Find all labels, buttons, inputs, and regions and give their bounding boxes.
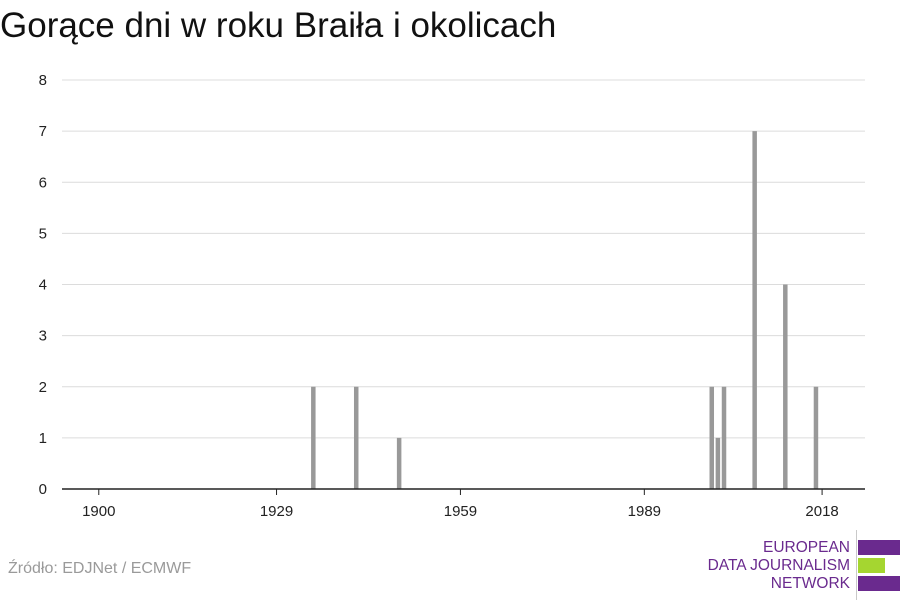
logo-bar-top xyxy=(858,540,900,555)
x-axis-ticks: 1900 1929 1959 1989 2018 xyxy=(82,489,839,520)
x-tick-label: 1989 xyxy=(628,503,661,520)
logo-divider xyxy=(856,530,857,600)
logo-text-data-journalism: DATA JOURNALISM xyxy=(707,557,850,574)
y-tick-label: 0 xyxy=(39,481,47,498)
y-tick-label: 7 xyxy=(39,123,47,140)
logo-text-european: EUROPEAN xyxy=(763,539,850,556)
chart-title: Gorące dni w roku Braiła i okolicach xyxy=(0,6,557,45)
source-note: Źródło: EDJNet / ECMWF xyxy=(8,560,192,577)
y-tick-label: 3 xyxy=(39,328,47,345)
y-tick-label: 1 xyxy=(39,430,47,447)
bar xyxy=(311,386,316,489)
x-tick-label: 1959 xyxy=(444,503,477,520)
bar xyxy=(353,386,359,489)
x-tick-label: 1900 xyxy=(82,503,115,520)
bar xyxy=(709,386,715,489)
logo-bar-middle xyxy=(858,558,885,573)
bar xyxy=(396,437,402,489)
bar xyxy=(721,386,727,489)
y-tick-label: 5 xyxy=(39,225,47,242)
edjnet-logo: EUROPEAN DATA JOURNALISM NETWORK xyxy=(700,530,900,600)
bar xyxy=(752,131,757,489)
bar-chart: 0 1 2 3 4 5 6 7 8 1900 1929 1959 1989 2018 xyxy=(39,72,865,520)
bar xyxy=(813,386,819,489)
x-tick-label: 1929 xyxy=(260,503,293,520)
logo-text-network: NETWORK xyxy=(770,575,850,592)
y-tick-label: 6 xyxy=(39,174,47,191)
gridlines xyxy=(62,79,865,439)
y-tick-label: 8 xyxy=(39,72,47,89)
bar xyxy=(715,437,721,489)
logo-bar-bottom xyxy=(858,576,900,591)
y-axis-ticks: 0 1 2 3 4 5 6 7 8 xyxy=(39,72,47,498)
y-tick-label: 4 xyxy=(39,277,47,294)
bars xyxy=(311,131,819,489)
x-tick-label: 2018 xyxy=(805,503,838,520)
y-tick-label: 2 xyxy=(39,379,47,396)
bar xyxy=(783,284,788,489)
